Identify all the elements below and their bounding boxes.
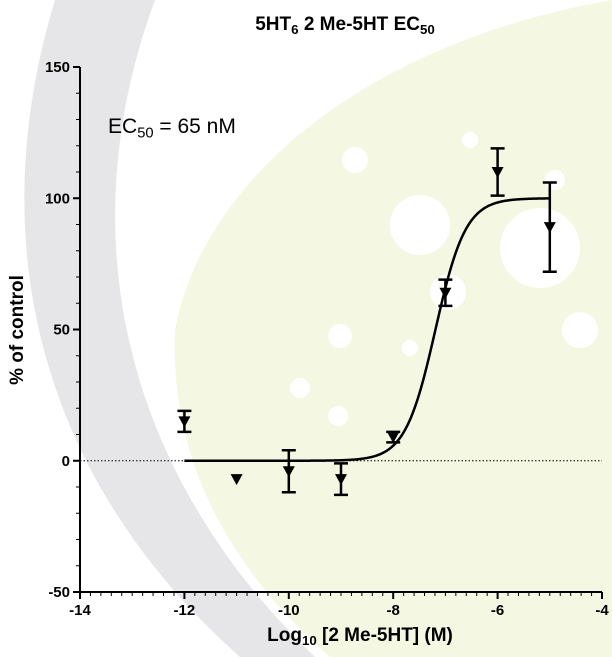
data-point [438, 278, 453, 308]
triangle-down-marker [543, 222, 556, 234]
y-tick-label: 150 [45, 59, 70, 76]
y-tick-label: 0 [62, 453, 70, 470]
triangle-down-marker [491, 167, 504, 178]
triangle-down-marker [282, 466, 295, 478]
y-tick-label: 100 [45, 190, 70, 207]
data-point [177, 409, 192, 434]
triangle-down-marker [230, 474, 243, 486]
y-axis-label: % of control [7, 275, 28, 385]
triangle-down-marker [439, 287, 452, 299]
data-point [281, 449, 296, 494]
x-axis-label: Log10 [2 Me-5HT] (M) [267, 625, 453, 648]
y-tick-label: 50 [53, 322, 70, 339]
data-point [542, 181, 557, 273]
background-arc [24, 0, 316, 657]
data-point [230, 474, 243, 486]
chart-title: 5HT6 2 Me-5HT EC50 [255, 14, 435, 37]
triangle-down-marker [335, 474, 347, 486]
x-tick-label: -10 [278, 602, 300, 619]
y-tick-label: -50 [48, 584, 70, 601]
x-tick-label: -4 [595, 602, 609, 619]
x-tick-label: -14 [69, 602, 91, 619]
ec50-annotation: EC50 = 65 nM [108, 115, 236, 142]
data-point [386, 430, 401, 444]
x-tick-label: -12 [174, 602, 196, 619]
triangle-down-marker [178, 416, 191, 428]
data-point [490, 147, 505, 197]
fit-curve [184, 197, 550, 462]
data-point [334, 462, 348, 497]
triangle-down-marker [387, 432, 400, 444]
x-tick-label: -6 [491, 602, 504, 619]
x-tick-label: -8 [387, 602, 400, 619]
